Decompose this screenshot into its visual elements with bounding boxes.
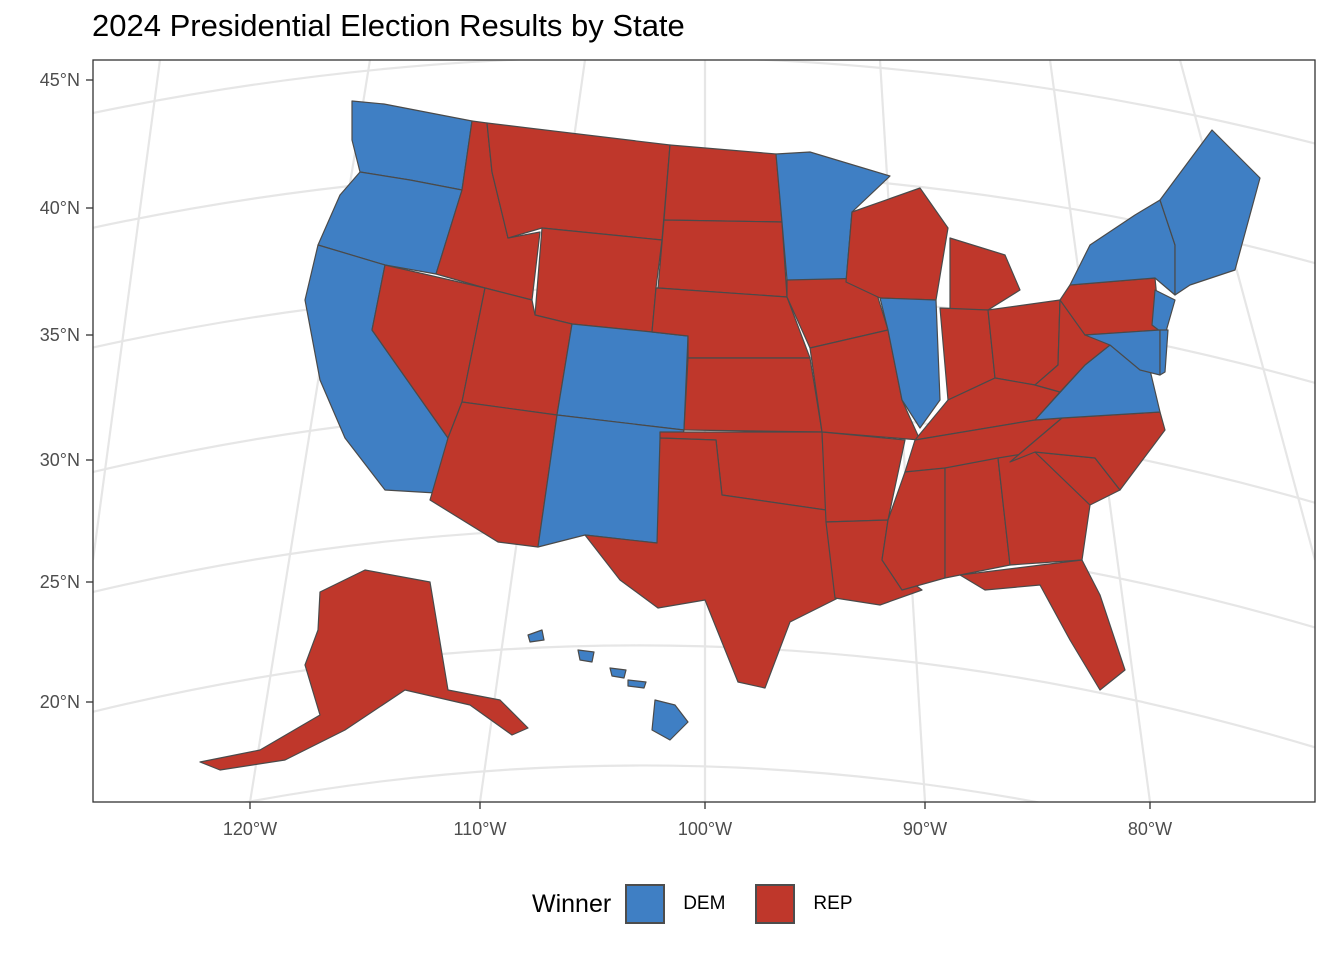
- state-texas: [584, 437, 839, 689]
- state-michigan: [949, 237, 1021, 311]
- map-title: 2024 Presidential Election Results by St…: [92, 8, 685, 43]
- svg-text:30°N: 30°N: [40, 450, 80, 470]
- lon-tick-110: 110°W: [454, 802, 507, 839]
- panel-border: [92, 59, 1316, 803]
- state-missouri: [809, 329, 921, 441]
- state-alaska: [199, 569, 529, 771]
- svg-text:90°W: 90°W: [903, 819, 947, 839]
- legend-label-rep: REP: [813, 893, 853, 914]
- svg-text:45°N: 45°N: [40, 70, 80, 90]
- state-delaware: [1159, 329, 1169, 376]
- state-new-jersey: [1151, 289, 1176, 336]
- state-wyoming: [534, 227, 663, 333]
- legend-label-dem: DEM: [683, 893, 726, 914]
- state-new-york: [1069, 199, 1176, 296]
- lat-tick-30: 30°N: [40, 450, 93, 470]
- legend: Winner DEM REP: [532, 884, 883, 924]
- lat-tick-35: 35°N: [40, 325, 93, 345]
- state-colorado: [556, 323, 689, 431]
- svg-text:80°W: 80°W: [1128, 819, 1172, 839]
- state-new-england: [1159, 129, 1261, 296]
- lat-tick-20: 20°N: [40, 692, 93, 712]
- graticule-lat-45: [93, 60, 1315, 145]
- state-florida: [959, 559, 1126, 691]
- state-alabama: [944, 457, 1011, 579]
- lon-tick-120: 120°W: [223, 802, 277, 839]
- state-montana: [486, 122, 671, 241]
- svg-text:35°N: 35°N: [40, 325, 80, 345]
- state-kansas: [683, 357, 823, 433]
- state-south-dakota: [657, 219, 788, 298]
- lat-tick-40: 40°N: [40, 198, 93, 218]
- graticule-lat-20: [93, 644, 1315, 749]
- svg-text:120°W: 120°W: [223, 819, 277, 839]
- state-north-dakota: [663, 144, 783, 223]
- svg-text:110°W: 110°W: [454, 819, 507, 839]
- lat-tick-45: 45°N: [40, 70, 93, 90]
- legend-key-rep: [755, 884, 796, 924]
- lon-tick-90: 90°W: [903, 802, 947, 839]
- state-nebraska: [651, 287, 811, 359]
- lat-axis: 45°N 40°N 35°N 30°N 25°N 20°N: [40, 70, 93, 712]
- svg-text:25°N: 25°N: [40, 572, 80, 592]
- state-wisconsin: [845, 187, 949, 301]
- states-layer: [199, 100, 1261, 771]
- state-oregon: [317, 171, 463, 275]
- legend-key-dem: [625, 884, 666, 924]
- lon-tick-80: 80°W: [1128, 802, 1172, 839]
- svg-text:40°N: 40°N: [40, 198, 80, 218]
- lon-tick-100: 100°W: [678, 802, 732, 839]
- state-hawaii: [527, 629, 689, 741]
- legend-title: Winner: [532, 889, 612, 918]
- graticule-lon-130: [93, 60, 162, 561]
- svg-text:100°W: 100°W: [678, 819, 732, 839]
- state-illinois: [879, 297, 941, 429]
- state-maryland: [1084, 329, 1161, 376]
- lon-axis: 120°W 110°W 100°W 90°W 80°W: [223, 802, 1172, 839]
- svg-text:20°N: 20°N: [40, 692, 80, 712]
- lat-tick-25: 25°N: [40, 572, 93, 592]
